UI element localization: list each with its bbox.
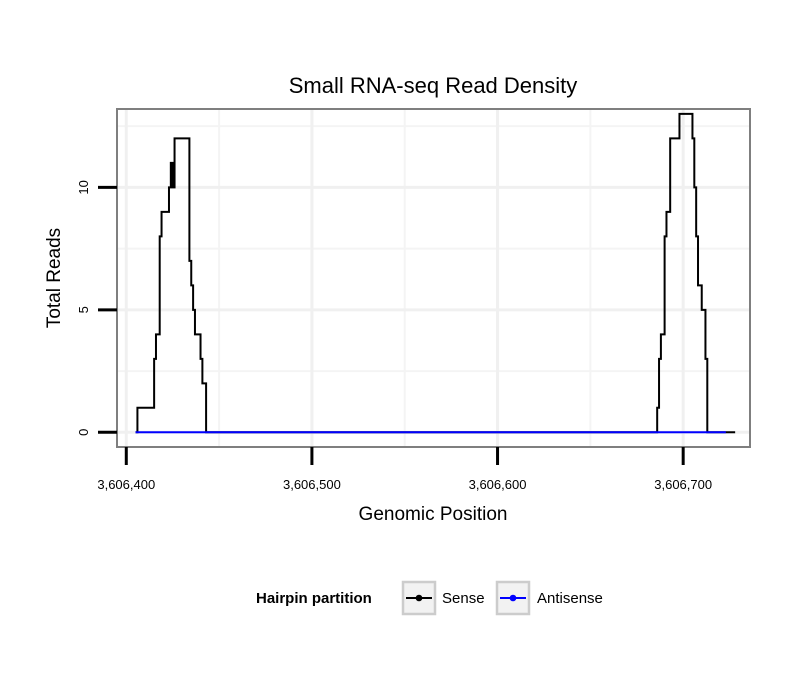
legend-item-sense: Sense (401, 580, 485, 616)
legend-point-sense (415, 594, 423, 602)
y-tick-label: 0 (76, 429, 91, 436)
x-tick-label: 3,606,600 (469, 477, 527, 492)
chart-title: Small RNA-seq Read Density (289, 73, 578, 98)
x-tick-label: 3,606,500 (283, 477, 341, 492)
x-tick-label: 3,606,400 (97, 477, 155, 492)
legend-title: Hairpin partition (256, 590, 372, 607)
y-tick-label: 10 (76, 180, 91, 194)
series-line-sense (135, 112, 736, 434)
legend-label-sense: Sense (442, 590, 485, 607)
plot-border (116, 108, 751, 448)
legend-point-antisense (509, 594, 517, 602)
x-axis: 3,606,400 3,606,500 3,606,600 3,606,700 (97, 447, 712, 492)
y-axis: 0 5 10 (76, 180, 117, 436)
x-tick-label: 3,606,700 (654, 477, 712, 492)
legend-label-antisense: Antisense (537, 590, 603, 607)
y-axis-title: Total Reads (44, 228, 65, 328)
y-tick-label: 5 (76, 306, 91, 313)
legend-item-antisense: Antisense (495, 580, 603, 616)
plot-panel (117, 109, 750, 447)
series-layer (135, 112, 736, 434)
legend: Hairpin partition Sense Antisense (256, 580, 603, 616)
x-axis-title: Genomic Position (359, 504, 508, 525)
